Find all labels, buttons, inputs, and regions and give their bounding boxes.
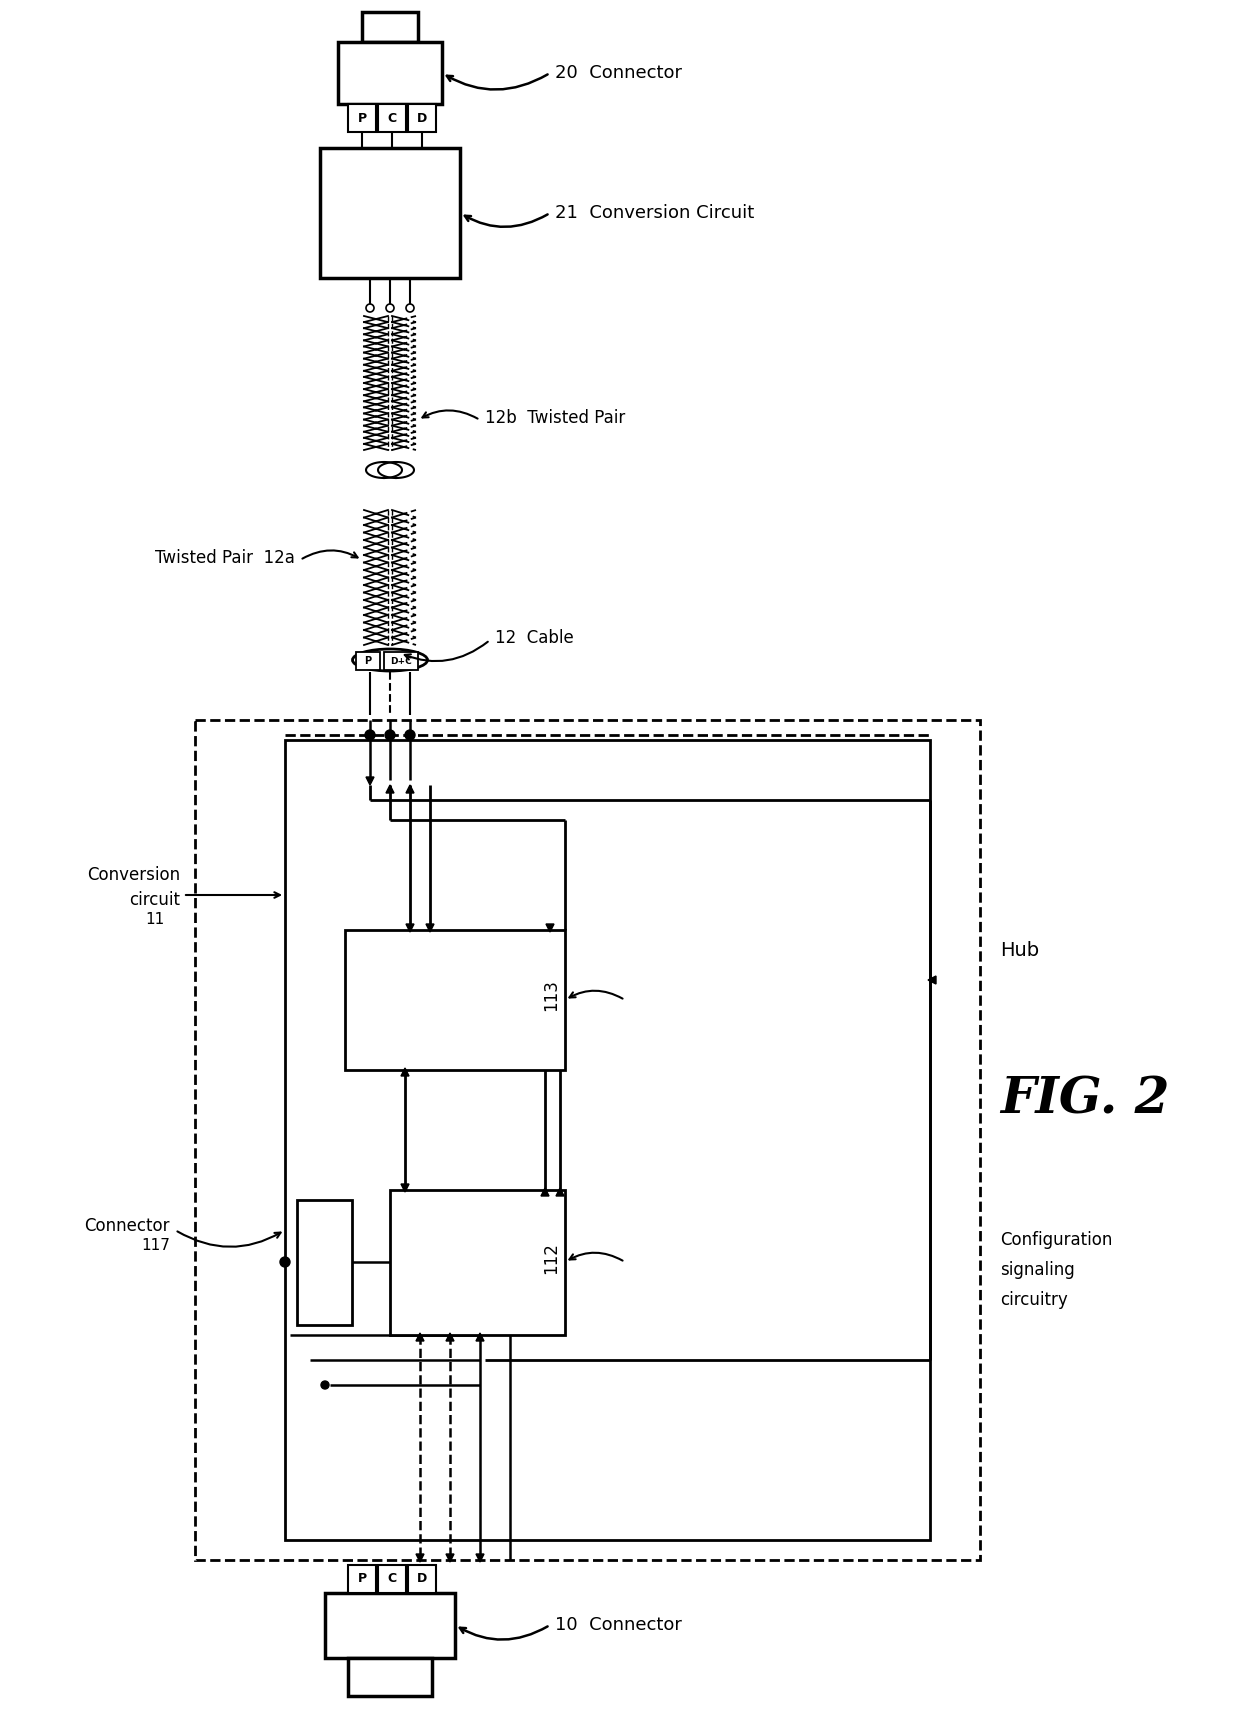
Circle shape: [405, 729, 415, 740]
Bar: [345, 930, 565, 1071]
Text: signaling: signaling: [999, 1261, 1075, 1278]
Polygon shape: [541, 1187, 549, 1196]
Bar: [348, 1658, 432, 1695]
Text: C: C: [387, 112, 397, 125]
Text: FIG. 2: FIG. 2: [999, 1076, 1169, 1124]
Text: Conversion: Conversion: [87, 867, 180, 884]
Bar: [195, 721, 980, 1560]
Text: 117: 117: [141, 1239, 170, 1253]
Polygon shape: [405, 923, 414, 932]
Text: circuit: circuit: [129, 891, 180, 909]
Bar: [348, 1565, 376, 1592]
Bar: [391, 1189, 565, 1335]
Text: D+C: D+C: [391, 657, 412, 666]
Bar: [362, 12, 418, 41]
Polygon shape: [415, 1555, 424, 1562]
Text: P: P: [357, 1572, 367, 1586]
Bar: [298, 1199, 352, 1325]
Circle shape: [280, 1258, 290, 1266]
Bar: [339, 41, 441, 105]
Bar: [378, 105, 405, 132]
Polygon shape: [366, 777, 374, 784]
Text: Connector: Connector: [84, 1217, 170, 1236]
Polygon shape: [928, 976, 936, 983]
Bar: [325, 1592, 455, 1658]
Text: 12  Cable: 12 Cable: [495, 630, 574, 647]
Text: 20  Connector: 20 Connector: [556, 63, 682, 82]
Circle shape: [386, 304, 394, 312]
Polygon shape: [427, 923, 434, 932]
Text: 21  Conversion Circuit: 21 Conversion Circuit: [556, 204, 754, 221]
Circle shape: [405, 304, 414, 312]
Bar: [408, 1565, 436, 1592]
Circle shape: [365, 729, 374, 740]
Polygon shape: [446, 1333, 454, 1340]
Text: Hub: Hub: [999, 940, 1039, 959]
Text: 12b  Twisted Pair: 12b Twisted Pair: [485, 408, 625, 427]
Ellipse shape: [352, 649, 428, 671]
Bar: [378, 1565, 405, 1592]
Text: C: C: [387, 1572, 397, 1586]
Bar: [384, 652, 418, 669]
Polygon shape: [476, 1555, 484, 1562]
Polygon shape: [401, 1067, 409, 1076]
Text: D: D: [417, 1572, 427, 1586]
Text: Twisted Pair  12a: Twisted Pair 12a: [155, 549, 295, 566]
Polygon shape: [401, 1184, 409, 1193]
Bar: [408, 105, 436, 132]
Text: D: D: [417, 112, 427, 125]
Text: 113: 113: [542, 980, 560, 1011]
Text: 11: 11: [145, 913, 165, 928]
Polygon shape: [405, 784, 414, 793]
Text: P: P: [357, 112, 367, 125]
Polygon shape: [546, 923, 554, 932]
Text: 112: 112: [542, 1242, 560, 1273]
Bar: [348, 105, 376, 132]
Circle shape: [366, 304, 374, 312]
Text: P: P: [365, 656, 372, 666]
Circle shape: [321, 1381, 329, 1388]
Bar: [356, 652, 379, 669]
Polygon shape: [415, 1333, 424, 1340]
Text: 10  Connector: 10 Connector: [556, 1616, 682, 1634]
Circle shape: [384, 729, 396, 740]
Bar: [285, 740, 930, 1539]
Polygon shape: [476, 1333, 484, 1340]
Polygon shape: [446, 1555, 454, 1562]
Polygon shape: [386, 784, 394, 793]
Bar: [320, 148, 460, 278]
Text: circuitry: circuitry: [999, 1290, 1068, 1309]
Polygon shape: [556, 1187, 564, 1196]
Text: Configuration: Configuration: [999, 1230, 1112, 1249]
